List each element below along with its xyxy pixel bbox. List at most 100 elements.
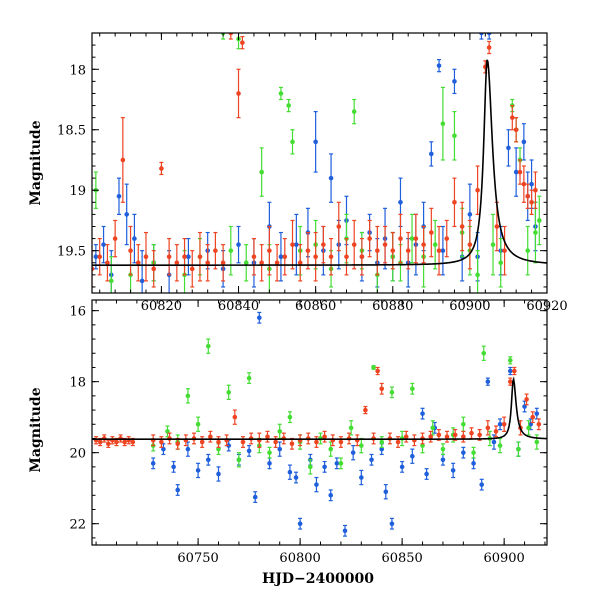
- data-point: [195, 462, 201, 479]
- point-marker: [481, 350, 487, 356]
- data-point: [101, 225, 106, 264]
- point-marker: [277, 446, 283, 452]
- data-point: [412, 434, 417, 447]
- data-point: [429, 141, 434, 167]
- point-marker: [274, 260, 280, 266]
- point-marker: [246, 448, 252, 454]
- y-tick-label: 19.5: [57, 245, 86, 260]
- data-point: [344, 237, 349, 276]
- data-point: [175, 484, 180, 496]
- point-marker: [485, 425, 491, 431]
- point-marker: [501, 421, 507, 427]
- data-point: [313, 111, 318, 173]
- data-point: [174, 244, 180, 282]
- data-point: [440, 225, 446, 276]
- point-marker: [101, 242, 106, 247]
- point-marker: [206, 343, 211, 349]
- data-point: [475, 250, 480, 293]
- point-marker: [150, 461, 156, 466]
- data-point: [413, 213, 419, 264]
- data-point: [252, 491, 258, 503]
- data-point: [342, 524, 348, 537]
- data-point: [536, 195, 542, 246]
- point-marker: [305, 248, 311, 253]
- point-marker: [287, 469, 293, 475]
- data-point: [124, 183, 130, 246]
- data-point: [287, 464, 293, 480]
- y-tick-label: 22: [69, 518, 86, 533]
- point-marker: [328, 492, 334, 498]
- point-marker: [534, 411, 540, 416]
- data-point: [171, 460, 176, 473]
- point-marker: [440, 446, 446, 452]
- data-point: [369, 453, 374, 466]
- data-point: [524, 393, 529, 406]
- data-point: [513, 147, 519, 197]
- top-light-curve-panel: 60820 60840 60860 60880 60900 609201818.51919…: [57, 32, 568, 314]
- point-marker: [528, 421, 533, 427]
- point-marker: [151, 266, 156, 272]
- point-marker: [175, 441, 180, 447]
- data-point: [398, 213, 403, 264]
- data-point: [143, 231, 149, 282]
- point-marker: [403, 434, 409, 440]
- data-point: [97, 237, 103, 276]
- data-point: [452, 68, 457, 95]
- point-marker: [278, 91, 284, 96]
- point-marker: [430, 425, 436, 431]
- point-marker: [267, 461, 272, 466]
- point-marker: [424, 471, 429, 477]
- point-marker: [375, 248, 380, 253]
- x-tick-label: 60880: [372, 299, 413, 314]
- data-point: [293, 471, 299, 484]
- point-marker: [226, 390, 232, 395]
- data-point: [467, 219, 473, 270]
- point-marker: [350, 450, 356, 455]
- plot-area: [92, 33, 547, 293]
- point-marker: [351, 242, 357, 247]
- point-marker: [440, 121, 446, 126]
- data-point: [506, 129, 511, 167]
- data-point: [216, 436, 221, 448]
- data-point: [351, 219, 357, 270]
- data-point: [471, 446, 476, 459]
- point-marker: [493, 429, 499, 434]
- point-marker: [428, 434, 433, 440]
- point-marker: [182, 254, 187, 260]
- point-marker: [536, 421, 542, 427]
- data-point: [375, 366, 380, 376]
- data-point: [151, 250, 156, 288]
- data-point: [382, 225, 388, 264]
- data-point: [274, 244, 280, 282]
- data-point: [228, 225, 234, 276]
- bottom-x-axis-title: HJD−2400000: [262, 571, 374, 587]
- point-marker: [507, 358, 513, 363]
- data-point: [208, 430, 213, 443]
- data-point: [277, 441, 283, 457]
- data-point: [314, 436, 319, 448]
- data-point: [189, 250, 195, 288]
- point-marker: [195, 421, 201, 427]
- point-marker: [432, 242, 438, 247]
- plot-area: [92, 311, 547, 537]
- data-point: [379, 382, 385, 395]
- data-point: [287, 411, 293, 424]
- point-marker: [389, 390, 395, 395]
- data-point: [246, 372, 252, 385]
- data-point: [459, 201, 465, 252]
- point-marker: [297, 521, 303, 526]
- data-point: [410, 448, 415, 464]
- point-marker: [265, 434, 270, 440]
- data-point: [350, 444, 356, 461]
- data-point: [379, 436, 385, 448]
- data-point: [206, 453, 211, 466]
- bottom-y-axis-title: Magnitude: [28, 387, 44, 472]
- data-point: [259, 147, 264, 197]
- point-marker: [533, 230, 538, 235]
- data-point: [297, 434, 303, 447]
- point-marker: [226, 443, 232, 448]
- plot-frame: [91, 32, 548, 294]
- data-point: [126, 436, 132, 445]
- data-point: [375, 225, 380, 276]
- point-marker: [475, 187, 480, 193]
